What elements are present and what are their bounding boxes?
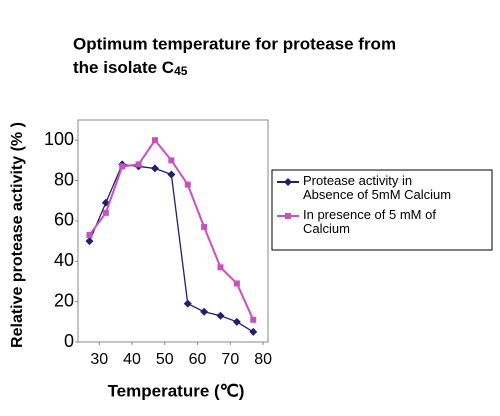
data-point xyxy=(119,163,126,170)
data-point xyxy=(183,299,192,308)
legend-label: In presence of 5 mM of Calcium xyxy=(303,207,436,236)
data-point xyxy=(233,280,240,287)
legend-box xyxy=(271,169,493,251)
data-point xyxy=(249,327,258,336)
data-point xyxy=(151,137,158,144)
chart-title-line: the isolate C xyxy=(73,58,174,77)
data-point xyxy=(200,307,209,316)
legend-label-line: Protease activity in xyxy=(303,173,412,188)
y-tick-label: 40 xyxy=(54,250,74,270)
y-tick-label: 60 xyxy=(54,210,74,230)
x-tick-label: 60 xyxy=(189,351,207,368)
data-line xyxy=(88,138,255,321)
chart-title: Optimum temperature for protease from xyxy=(73,34,396,53)
x-tick-label: 70 xyxy=(221,351,239,368)
data-point xyxy=(216,311,225,320)
x-tick-label: 50 xyxy=(156,351,174,368)
data-point xyxy=(217,264,224,271)
legend: Protease activity in Absence of 5mM Calci… xyxy=(271,169,493,251)
data-point xyxy=(102,209,109,216)
y-axis-label: Relative protease activity (% ) xyxy=(9,122,26,348)
x-axis-label: Temperature (℃) xyxy=(108,381,245,400)
y-tick-label: 20 xyxy=(54,290,74,310)
data-point xyxy=(184,181,191,188)
legend-label-line: Calcium xyxy=(303,221,350,236)
data-point xyxy=(167,170,176,179)
legend-label-line: In presence of 5 mM of xyxy=(303,207,436,222)
legend-label: Protease activity in Absence of 5mM Calci… xyxy=(303,173,451,202)
data-point xyxy=(168,157,175,164)
plot-frame xyxy=(77,119,269,343)
data-point xyxy=(86,232,93,239)
legend-label-line: Absence of 5mM Calcium xyxy=(303,187,451,202)
data-point xyxy=(150,164,159,173)
data-point xyxy=(85,237,94,246)
y-tick-label: 80 xyxy=(54,169,74,189)
x-tick-label: 80 xyxy=(254,351,272,368)
y-tick-label: 0 xyxy=(64,331,74,351)
data-point xyxy=(250,316,257,323)
data-point xyxy=(232,317,241,326)
legend-marker xyxy=(284,178,292,186)
x-tick-label: 40 xyxy=(123,351,141,368)
data-point xyxy=(201,223,208,230)
chart-title-subscript: 45 xyxy=(174,64,188,78)
legend-marker xyxy=(285,213,291,219)
data-point xyxy=(135,161,142,168)
x-tick-label: 30 xyxy=(90,351,108,368)
y-tick-label: 100 xyxy=(44,129,74,149)
chart-title: the isolate C45 xyxy=(73,58,188,78)
